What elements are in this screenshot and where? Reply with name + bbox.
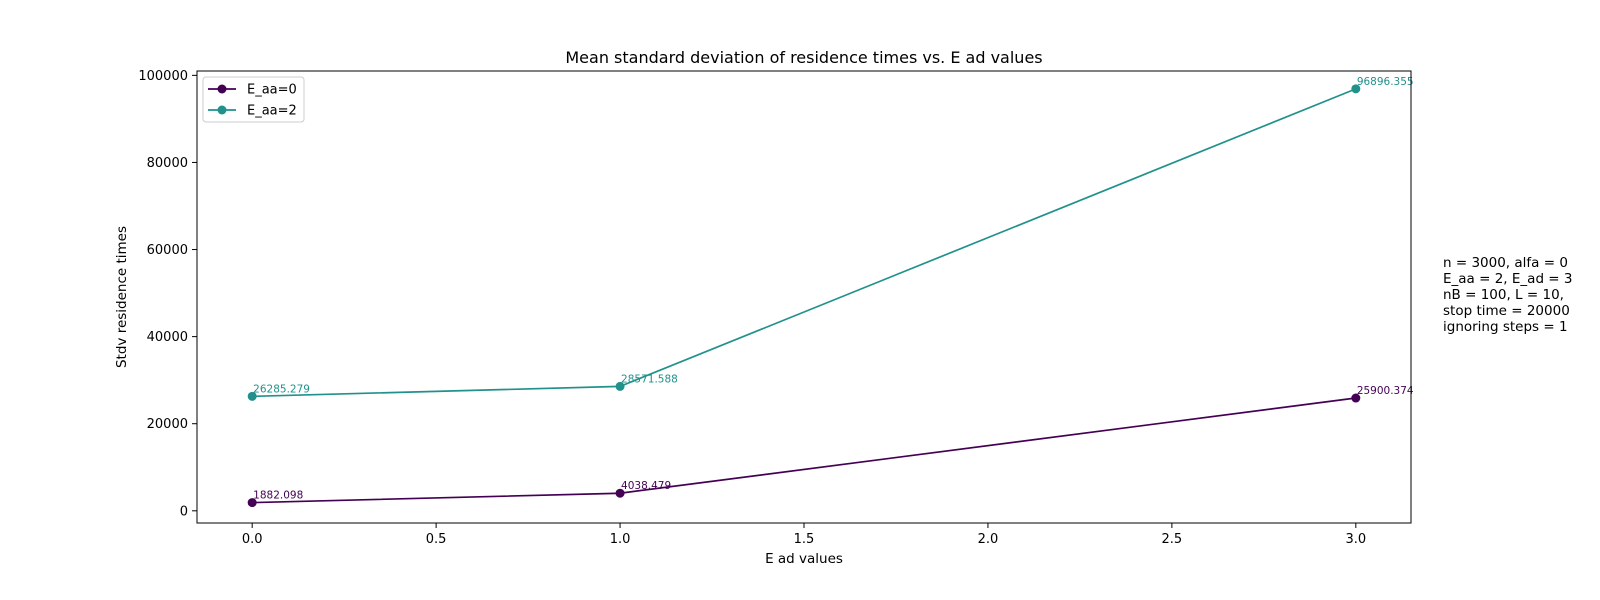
- data-label: 1882.098: [253, 490, 303, 502]
- series-group: 1882.098 4038.479 25900.374 26285.279 28571.…: [247, 76, 1414, 508]
- y-axis-label: Stdv residence times: [114, 226, 130, 368]
- y-axis-ticks: 0 20000 40000 60000 80000 100000: [138, 69, 197, 519]
- data-label: 4038.479: [621, 480, 671, 492]
- x-tick-label: 0.0: [242, 532, 263, 547]
- y-tick-label: 40000: [147, 330, 188, 345]
- annotation-line: stop time = 20000: [1443, 303, 1570, 319]
- y-tick-label: 80000: [147, 156, 188, 171]
- plot-frame: [196, 70, 1412, 524]
- legend-label: E_aa=2: [247, 104, 297, 119]
- annotation-line: ignoring steps = 1: [1443, 319, 1568, 335]
- data-point: [247, 498, 257, 508]
- legend-swatch-marker: [217, 105, 227, 115]
- data-label: 26285.279: [253, 383, 310, 395]
- x-tick-label: 1.5: [794, 532, 815, 547]
- annotation-line: n = 3000, alfa = 0: [1443, 255, 1568, 271]
- legend-swatch-marker: [217, 84, 227, 94]
- y-tick-label: 60000: [147, 243, 188, 258]
- data-label: 28571.588: [621, 373, 678, 385]
- chart-title: Mean standard deviation of residence tim…: [565, 48, 1042, 67]
- parameter-annotation: n = 3000, alfa = 0E_aa = 2, E_ad = 3nB =…: [1443, 255, 1573, 335]
- x-tick-label: 0.5: [426, 532, 447, 547]
- data-point: [1351, 84, 1361, 94]
- data-point: [615, 488, 625, 498]
- legend: E_aa=0 E_aa=2: [202, 76, 305, 123]
- x-tick-label: 2.0: [978, 532, 999, 547]
- annotation-line: E_aa = 2, E_ad = 3: [1443, 271, 1573, 287]
- data-point: [615, 381, 625, 391]
- data-point: [247, 391, 257, 401]
- y-tick-label: 100000: [138, 69, 188, 84]
- annotation-line: nB = 100, L = 10,: [1443, 287, 1564, 303]
- x-tick-label: 3.0: [1345, 532, 1366, 547]
- x-axis-label: E ad values: [765, 551, 843, 567]
- data-label: 25900.374: [1357, 385, 1414, 397]
- x-tick-label: 2.5: [1162, 532, 1183, 547]
- data-label: 96896.355: [1357, 76, 1414, 88]
- x-axis-ticks: 0.0 0.5 1.0 1.5 2.0 2.5 3.0: [242, 523, 1366, 547]
- x-tick-label: 1.0: [610, 532, 631, 547]
- legend-label: E_aa=0: [247, 83, 297, 98]
- y-tick-label: 0: [180, 504, 188, 519]
- y-tick-label: 20000: [147, 417, 188, 432]
- data-point: [1351, 393, 1361, 403]
